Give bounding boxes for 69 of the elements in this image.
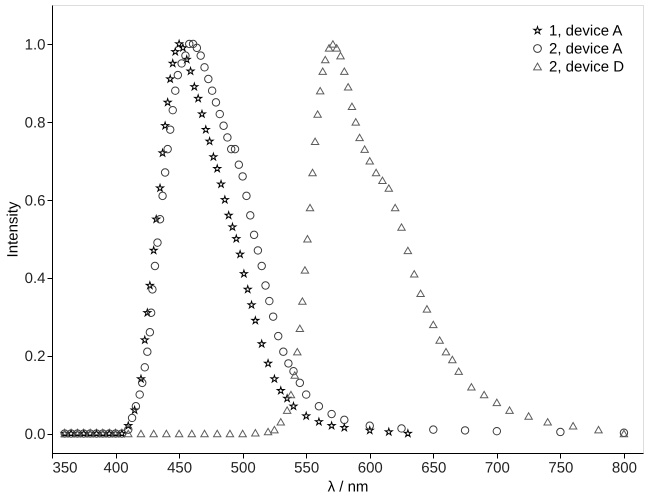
x-axis-title: λ / nm [328,478,368,496]
x-tick-label: 400 [104,460,129,476]
point [156,184,164,192]
point [209,152,218,160]
point [202,125,210,134]
point [384,428,393,436]
point [289,402,298,410]
x-tick-label: 700 [484,460,510,476]
point [340,423,348,432]
y-tick-label: 0.6 [24,192,46,210]
point [270,374,278,382]
x-tick-label: 550 [294,460,320,476]
point [182,55,191,64]
x-tick-label: 750 [548,460,574,476]
x-tick-label: 650 [421,460,446,476]
point [217,180,226,188]
y-tick-label: 0.4 [24,270,46,288]
x-tick-label: 600 [358,460,383,476]
point [248,300,256,308]
point [161,122,170,130]
point [194,94,202,102]
point [228,222,236,231]
point [224,211,233,219]
point [150,246,158,254]
point [236,250,244,258]
point [166,74,174,83]
y-axis-title: Intensity [4,201,22,258]
point [164,98,172,106]
point [171,48,180,56]
point [232,234,240,242]
point [190,82,198,90]
point [366,426,374,434]
y-tick-label: 1.0 [24,36,46,54]
point [168,59,177,67]
point [198,110,206,118]
point [283,394,292,402]
point [124,422,132,430]
point [178,44,187,52]
point [258,340,266,348]
point [136,374,145,382]
point [143,308,152,316]
point [251,316,260,324]
point [206,137,214,145]
point [328,422,336,430]
x-tick-label: 450 [167,460,192,476]
point [276,386,285,394]
point [140,336,149,344]
legend-label: 2, device A [549,40,622,58]
point [146,281,154,289]
y-tick-label: 0.8 [24,114,46,132]
legend-label: 2, device D [549,58,624,76]
point [240,270,248,278]
point [244,285,252,293]
point [314,418,323,426]
legend-label: 1, device A [549,22,622,40]
point [264,359,272,367]
y-tick-label: 0.2 [24,348,46,366]
point [302,412,310,420]
y-tick-label: 0.0 [24,426,46,444]
point [152,215,160,223]
x-tick-label: 800 [612,460,637,476]
point [213,164,222,172]
x-tick-label: 350 [52,460,78,476]
point [158,148,167,157]
point [175,40,184,48]
point [130,406,139,414]
point [220,196,229,204]
point [404,429,412,438]
x-tick-label: 500 [230,460,256,476]
